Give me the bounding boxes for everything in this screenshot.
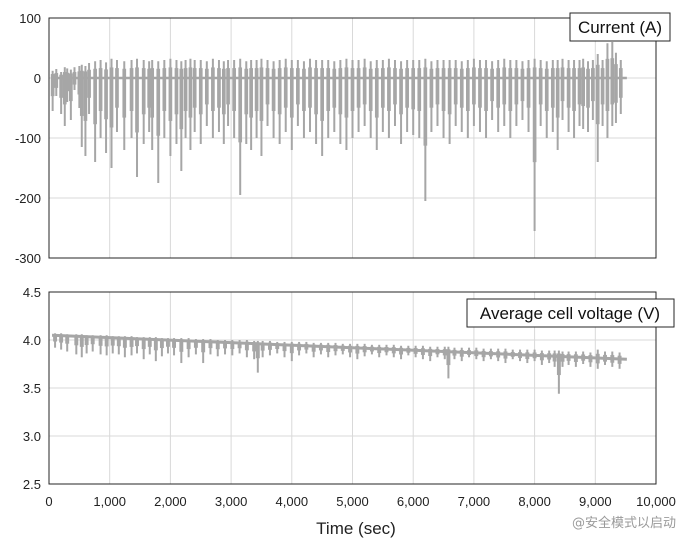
y-tick-label: 3.0 bbox=[23, 429, 41, 444]
current-y-tick-labels: 100 0 -100 -200 -300 bbox=[15, 11, 41, 266]
y-tick-label: 100 bbox=[19, 11, 41, 26]
current-series bbox=[50, 42, 627, 231]
current-panel: 100 0 -100 -200 -300 Current (A) bbox=[15, 11, 671, 266]
voltage-x-tick-labels: 0 1,000 2,000 3,000 4,000 5,000 6,000 7,000 8,00… bbox=[45, 494, 676, 509]
current-legend-label: Current (A) bbox=[578, 18, 662, 37]
voltage-legend-box bbox=[466, 298, 675, 328]
voltage-panel: 4.5 4.0 3.5 3.0 2.5 0 1,000 2,000 3,000 4,000 5,0… bbox=[23, 285, 676, 538]
x-tick-label: 7,000 bbox=[458, 494, 491, 509]
y-tick-label: 4.0 bbox=[23, 333, 41, 348]
x-tick-label: 0 bbox=[45, 494, 52, 509]
voltage-plot-frame bbox=[48, 291, 657, 485]
x-tick-label: 5,000 bbox=[336, 494, 369, 509]
x-tick-label: 4,000 bbox=[276, 494, 309, 509]
voltage-legend-label: Average cell voltage (V) bbox=[480, 304, 660, 323]
voltage-legend: Average cell voltage (V) bbox=[466, 298, 675, 328]
y-tick-label: 4.5 bbox=[23, 285, 41, 300]
x-tick-label: 9,000 bbox=[579, 494, 612, 509]
x-tick-label: 2,000 bbox=[154, 494, 187, 509]
x-tick-label: 1,000 bbox=[93, 494, 126, 509]
voltage-y-tick-labels: 4.5 4.0 3.5 3.0 2.5 bbox=[23, 285, 41, 492]
x-tick-label: 3,000 bbox=[215, 494, 248, 509]
current-legend: Current (A) bbox=[569, 12, 671, 42]
y-tick-label: 3.5 bbox=[23, 381, 41, 396]
x-tick-label: 6,000 bbox=[397, 494, 430, 509]
x-tick-label: 8,000 bbox=[518, 494, 551, 509]
voltage-series bbox=[51, 333, 627, 394]
x-tick-label: 10,000 bbox=[636, 494, 676, 509]
y-tick-label: -300 bbox=[15, 251, 41, 266]
y-tick-label: 0 bbox=[34, 71, 41, 86]
y-tick-label: -100 bbox=[15, 131, 41, 146]
y-tick-label: 2.5 bbox=[23, 477, 41, 492]
y-tick-label: -200 bbox=[15, 191, 41, 206]
x-axis-title: Time (sec) bbox=[316, 519, 396, 538]
current-legend-box bbox=[569, 12, 671, 42]
current-plot-frame bbox=[48, 17, 657, 259]
watermark-text: @安全模式以启动 bbox=[572, 515, 676, 531]
